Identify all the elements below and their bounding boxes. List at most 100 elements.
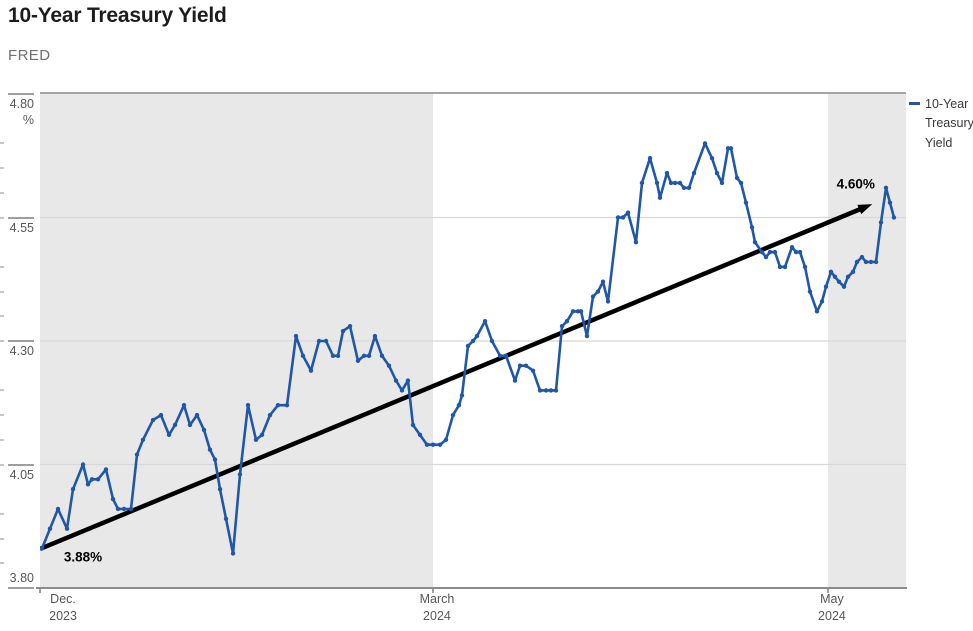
data-point-marker[interactable] <box>605 299 611 304</box>
data-point-marker[interactable] <box>749 225 755 230</box>
data-point-marker[interactable] <box>841 284 847 289</box>
data-point-marker[interactable] <box>275 403 281 408</box>
data-point-marker[interactable] <box>347 323 353 329</box>
data-point-marker[interactable] <box>410 422 416 428</box>
data-point-marker[interactable] <box>340 328 346 334</box>
data-point-marker[interactable] <box>405 378 411 383</box>
data-point-marker[interactable] <box>128 506 134 512</box>
data-point-marker[interactable] <box>891 215 897 220</box>
data-point-marker[interactable] <box>80 462 86 467</box>
data-point-marker[interactable] <box>823 284 829 289</box>
data-point-marker[interactable] <box>559 323 565 329</box>
data-point-marker[interactable] <box>728 146 734 151</box>
data-point-marker[interactable] <box>316 338 322 344</box>
data-point-marker[interactable] <box>709 156 715 161</box>
data-point-marker[interactable] <box>110 496 116 502</box>
data-point-marker[interactable] <box>759 249 765 255</box>
data-point-marker[interactable] <box>40 546 45 551</box>
data-point-marker[interactable] <box>121 506 127 512</box>
data-point-marker[interactable] <box>437 442 443 447</box>
data-point-marker[interactable] <box>245 403 251 408</box>
data-point-marker[interactable] <box>267 412 273 418</box>
data-point-marker[interactable] <box>512 378 518 383</box>
data-point-marker[interactable] <box>330 353 336 359</box>
data-point-marker[interactable] <box>85 482 91 487</box>
data-point-marker[interactable] <box>443 437 449 442</box>
data-point-marker[interactable] <box>64 526 70 531</box>
data-point-marker[interactable] <box>873 259 879 265</box>
data-point-marker[interactable] <box>366 353 372 359</box>
data-point-marker[interactable] <box>335 353 341 359</box>
data-point-marker[interactable] <box>517 363 523 368</box>
data-point-marker[interactable] <box>590 294 596 299</box>
data-point-marker[interactable] <box>212 457 218 462</box>
data-point-marker[interactable] <box>859 254 865 260</box>
data-point-marker[interactable] <box>103 467 109 472</box>
data-point-marker[interactable] <box>553 388 559 393</box>
data-point-marker[interactable] <box>134 452 140 457</box>
data-point-marker[interactable] <box>253 437 259 442</box>
data-point-marker[interactable] <box>654 180 660 186</box>
data-point-marker[interactable] <box>807 289 813 294</box>
data-point-marker[interactable] <box>194 412 200 418</box>
data-point-marker[interactable] <box>140 437 146 442</box>
data-point-marker[interactable] <box>686 185 692 191</box>
data-point-marker[interactable] <box>523 363 529 368</box>
data-point-marker[interactable] <box>570 309 576 314</box>
data-point-marker[interactable] <box>564 319 570 324</box>
data-point-marker[interactable] <box>503 353 509 359</box>
data-point-marker[interactable] <box>115 506 121 512</box>
data-point-marker[interactable] <box>793 249 799 255</box>
data-point-marker[interactable] <box>355 358 361 363</box>
data-point-marker[interactable] <box>836 279 842 284</box>
data-point-marker[interactable] <box>767 249 773 255</box>
data-point-marker[interactable] <box>548 388 554 393</box>
data-point-marker[interactable] <box>489 338 495 344</box>
data-point-marker[interactable] <box>763 254 769 260</box>
data-point-marker[interactable] <box>719 180 725 186</box>
data-point-marker[interactable] <box>361 353 367 359</box>
data-point-marker[interactable] <box>595 289 601 294</box>
data-point-marker[interactable] <box>578 309 584 314</box>
data-point-marker[interactable] <box>850 269 856 275</box>
data-point-marker[interactable] <box>417 432 423 438</box>
data-point-marker[interactable] <box>854 259 860 265</box>
data-point-marker[interactable] <box>668 180 674 186</box>
data-point-marker[interactable] <box>259 432 265 438</box>
data-point-marker[interactable] <box>530 368 536 373</box>
data-point-marker[interactable] <box>379 353 385 359</box>
data-point-marker[interactable] <box>201 427 207 433</box>
data-point-marker[interactable] <box>782 264 788 270</box>
data-point-marker[interactable] <box>172 422 178 428</box>
data-point-marker[interactable] <box>456 403 462 408</box>
data-point-marker[interactable] <box>734 175 740 181</box>
data-point-marker[interactable] <box>158 412 164 418</box>
data-point-marker[interactable] <box>657 195 663 200</box>
data-point-marker[interactable] <box>664 170 670 176</box>
legend-item-10-year-treasury-yield[interactable]: 10-Year Treasury Yield <box>909 95 973 153</box>
data-point-marker[interactable] <box>647 156 653 161</box>
data-point-marker[interactable] <box>832 274 838 279</box>
data-point-marker[interactable] <box>615 215 621 220</box>
data-point-marker[interactable] <box>284 403 290 408</box>
data-point-marker[interactable] <box>187 422 193 428</box>
data-point-marker[interactable] <box>625 210 631 215</box>
data-point-marker[interactable] <box>323 338 329 344</box>
data-point-marker[interactable] <box>430 442 436 447</box>
data-point-marker[interactable] <box>89 477 95 482</box>
data-point-marker[interactable] <box>789 244 795 250</box>
data-point-marker[interactable] <box>223 516 229 522</box>
data-point-marker[interactable] <box>300 353 306 359</box>
data-point-marker[interactable] <box>575 309 581 314</box>
data-point-marker[interactable] <box>819 299 825 304</box>
data-point-marker[interactable] <box>399 388 405 393</box>
data-point-marker[interactable] <box>672 180 678 186</box>
data-point-marker[interactable] <box>459 393 465 398</box>
data-point-marker[interactable] <box>230 551 236 556</box>
data-point-marker[interactable] <box>752 240 758 245</box>
data-point-marker[interactable] <box>772 249 778 255</box>
data-point-marker[interactable] <box>584 333 590 339</box>
data-point-marker[interactable] <box>424 442 430 447</box>
data-point-marker[interactable] <box>543 388 549 393</box>
data-point-marker[interactable] <box>393 378 399 383</box>
